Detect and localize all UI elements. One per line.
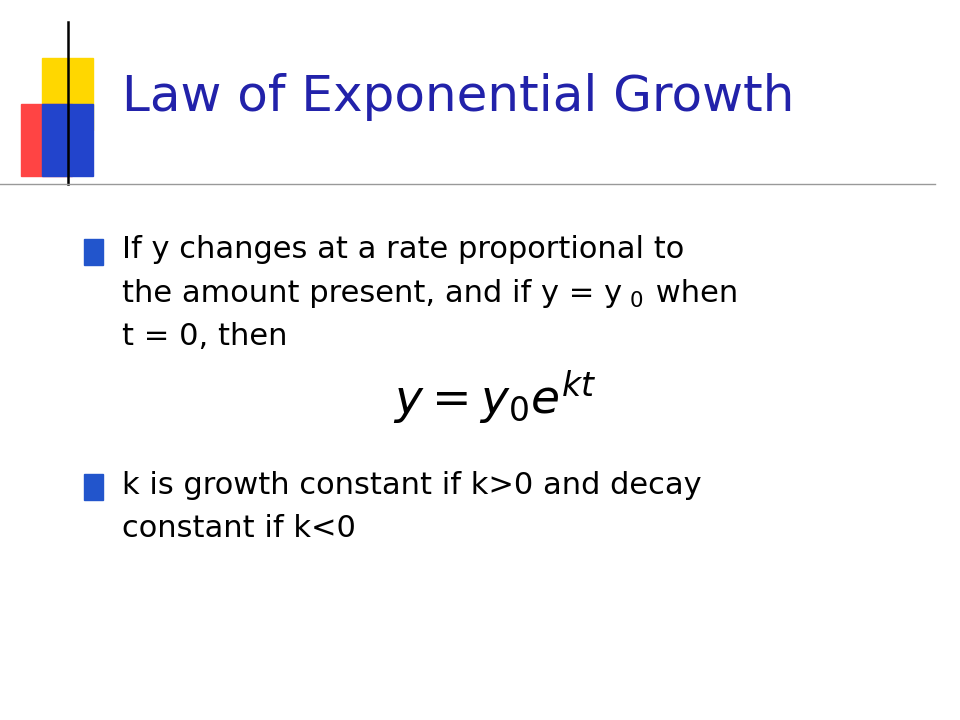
Text: Law of Exponential Growth: Law of Exponential Growth — [122, 73, 794, 121]
Text: $y = y_0 e^{kt}$: $y = y_0 e^{kt}$ — [393, 368, 596, 427]
Text: t = 0, then: t = 0, then — [122, 322, 287, 351]
Text: when: when — [646, 279, 738, 307]
Text: If y changes at a rate proportional to: If y changes at a rate proportional to — [122, 235, 684, 264]
Bar — [42, 104, 93, 176]
Text: 0: 0 — [630, 291, 643, 311]
Bar — [20, 104, 72, 176]
Bar — [84, 239, 103, 265]
Bar — [42, 58, 93, 130]
Text: the amount present, and if y = y: the amount present, and if y = y — [122, 279, 622, 307]
Text: k is growth constant if k>0 and decay: k is growth constant if k>0 and decay — [122, 471, 701, 500]
Bar — [84, 474, 103, 500]
Text: constant if k<0: constant if k<0 — [122, 514, 355, 543]
